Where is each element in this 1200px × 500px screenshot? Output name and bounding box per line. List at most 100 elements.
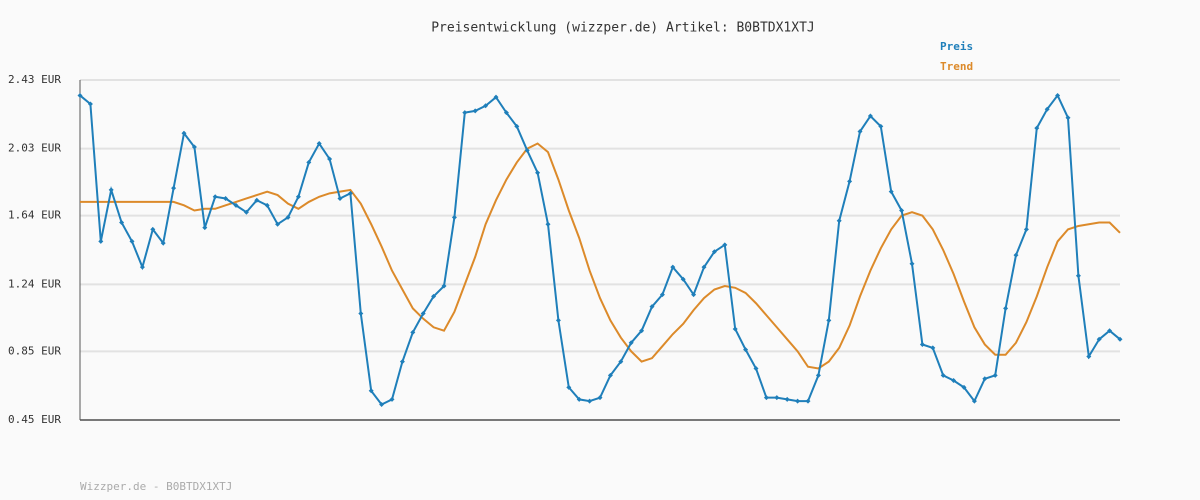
point-marker bbox=[847, 178, 853, 184]
point-marker bbox=[566, 384, 572, 390]
point-marker bbox=[337, 195, 343, 201]
point-marker bbox=[1034, 125, 1040, 131]
point-marker bbox=[961, 384, 967, 390]
point-marker bbox=[659, 292, 665, 298]
point-marker bbox=[358, 311, 364, 317]
point-marker bbox=[306, 159, 312, 165]
point-marker bbox=[587, 398, 593, 404]
footer: Wizzper.de - B0BTDX1XTJ bbox=[80, 480, 232, 493]
y-tick-label: 1.24 EUR bbox=[8, 277, 61, 290]
legend-label: Trend bbox=[940, 60, 973, 73]
point-marker bbox=[98, 238, 104, 244]
y-tick-label: 0.45 EUR bbox=[8, 413, 61, 426]
y-tick-label: 1.64 EUR bbox=[8, 209, 61, 222]
point-marker bbox=[753, 365, 759, 371]
point-marker bbox=[743, 347, 749, 353]
point-marker bbox=[1023, 226, 1029, 232]
point-marker bbox=[275, 221, 281, 227]
point-marker bbox=[108, 187, 114, 193]
point-marker bbox=[264, 202, 270, 208]
point-marker bbox=[971, 398, 977, 404]
point-marker bbox=[316, 141, 322, 147]
point-marker bbox=[836, 218, 842, 224]
point-marker bbox=[1107, 328, 1113, 334]
point-marker bbox=[919, 341, 925, 347]
point-marker bbox=[878, 123, 884, 129]
point-marker bbox=[888, 189, 894, 195]
point-marker bbox=[233, 202, 239, 208]
point-marker bbox=[805, 398, 811, 404]
y-tick-label: 0.85 EUR bbox=[8, 344, 61, 357]
point-marker bbox=[420, 311, 426, 317]
point-marker bbox=[514, 123, 520, 129]
point-marker bbox=[535, 170, 541, 176]
point-marker bbox=[483, 103, 489, 109]
point-marker bbox=[1096, 336, 1102, 342]
point-marker bbox=[493, 94, 499, 100]
series-line bbox=[80, 142, 1121, 370]
point-marker bbox=[815, 372, 821, 378]
point-marker bbox=[1055, 92, 1061, 98]
point-marker bbox=[618, 359, 624, 365]
point-marker bbox=[555, 317, 561, 323]
point-marker bbox=[119, 220, 125, 226]
point-marker bbox=[441, 283, 447, 289]
point-marker bbox=[784, 396, 790, 402]
point-marker bbox=[1065, 115, 1071, 121]
point-marker bbox=[171, 185, 177, 191]
point-marker bbox=[410, 329, 416, 335]
point-marker bbox=[431, 293, 437, 299]
point-marker bbox=[77, 92, 83, 98]
point-marker bbox=[607, 372, 613, 378]
point-marker bbox=[191, 144, 197, 150]
y-tick-label: 2.03 EUR bbox=[8, 142, 61, 155]
point-marker bbox=[826, 317, 832, 323]
point-marker bbox=[951, 378, 957, 384]
point-marker bbox=[992, 372, 998, 378]
point-marker bbox=[982, 376, 988, 382]
y-tick-label: 2.43 EUR bbox=[8, 73, 61, 86]
point-marker bbox=[399, 359, 405, 365]
point-marker bbox=[680, 276, 686, 282]
point-marker bbox=[1086, 353, 1092, 359]
point-marker bbox=[670, 264, 676, 270]
point-marker bbox=[503, 110, 509, 116]
point-marker bbox=[867, 113, 873, 119]
point-marker bbox=[774, 395, 780, 401]
point-marker bbox=[150, 226, 156, 232]
point-marker bbox=[451, 214, 457, 220]
point-marker bbox=[212, 194, 218, 200]
point-marker bbox=[129, 238, 135, 244]
point-marker bbox=[940, 372, 946, 378]
point-marker bbox=[711, 249, 717, 255]
point-marker bbox=[347, 190, 353, 196]
point-marker bbox=[732, 326, 738, 332]
chart-title: Preisentwicklung (wizzper.de) Artikel: B… bbox=[431, 21, 815, 36]
point-marker bbox=[597, 395, 603, 401]
point-marker bbox=[701, 264, 707, 270]
point-marker bbox=[181, 130, 187, 136]
point-marker bbox=[223, 195, 229, 201]
point-marker bbox=[472, 108, 478, 114]
point-marker bbox=[1003, 305, 1009, 311]
point-marker bbox=[722, 242, 728, 248]
legend-label: Preis bbox=[940, 40, 973, 53]
point-marker bbox=[1013, 252, 1019, 258]
point-marker bbox=[857, 129, 863, 135]
point-marker bbox=[899, 208, 905, 214]
point-marker bbox=[389, 396, 395, 402]
point-marker bbox=[160, 240, 166, 246]
point-marker bbox=[930, 345, 936, 351]
point-marker bbox=[628, 340, 634, 346]
point-marker bbox=[1044, 106, 1050, 112]
point-marker bbox=[691, 292, 697, 298]
point-marker bbox=[368, 388, 374, 394]
point-marker bbox=[254, 197, 260, 203]
point-marker bbox=[202, 225, 208, 231]
point-marker bbox=[1117, 336, 1123, 342]
point-marker bbox=[763, 395, 769, 401]
point-marker bbox=[545, 221, 551, 227]
